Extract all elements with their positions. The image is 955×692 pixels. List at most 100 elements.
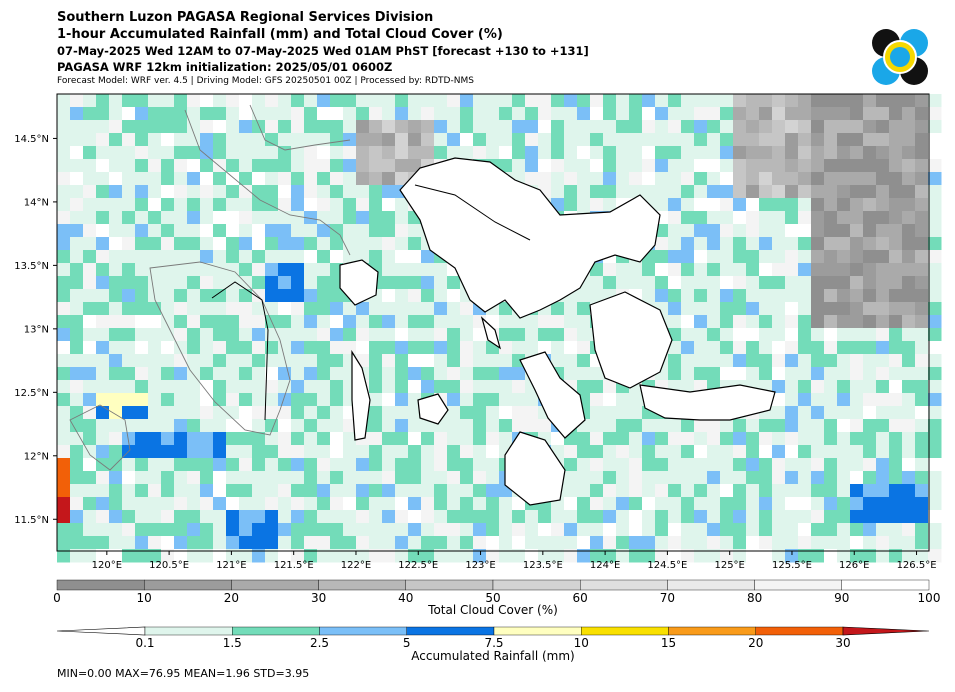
grid-cell xyxy=(759,536,773,550)
grid-cell xyxy=(109,289,123,303)
grid-cell xyxy=(395,458,409,472)
grid-cell xyxy=(551,302,565,316)
grid-cell xyxy=(837,354,851,368)
grid-cell xyxy=(330,484,344,498)
grid-cell xyxy=(772,406,786,420)
grid-cell xyxy=(863,406,877,420)
grid-cell xyxy=(83,523,97,537)
grid-cell xyxy=(447,341,461,355)
grid-cell xyxy=(252,458,266,472)
grid-cell xyxy=(460,432,474,446)
grid-cell xyxy=(577,185,591,199)
grid-cell xyxy=(226,328,240,342)
grid-cell xyxy=(317,510,331,524)
grid-cell xyxy=(96,328,110,342)
grid-cell xyxy=(174,133,188,147)
grid-cell xyxy=(226,354,240,368)
grid-cell xyxy=(577,133,591,147)
grid-cell xyxy=(447,276,461,290)
x-tick-label: 121°E xyxy=(216,560,246,571)
grid-cell xyxy=(876,198,890,212)
grid-cell xyxy=(603,445,617,459)
grid-cell xyxy=(109,120,123,134)
grid-cell xyxy=(304,94,318,108)
grid-cell xyxy=(57,237,71,251)
grid-cell xyxy=(681,94,695,108)
grid-cell xyxy=(642,549,656,563)
grid-cell xyxy=(57,458,71,472)
grid-cell xyxy=(187,172,201,186)
grid-cell xyxy=(551,549,565,563)
grid-cell xyxy=(850,341,864,355)
grid-cell xyxy=(746,302,760,316)
grid-cell xyxy=(330,302,344,316)
grid-cell xyxy=(356,484,370,498)
grid-cell xyxy=(720,367,734,381)
grid-cell xyxy=(70,172,84,186)
grid-cell xyxy=(148,185,162,199)
grid-cell xyxy=(850,198,864,212)
grid-cell xyxy=(564,341,578,355)
grid-cell xyxy=(811,224,825,238)
grid-cell xyxy=(837,315,851,329)
grid-cell xyxy=(421,328,435,342)
grid-cell xyxy=(772,263,786,277)
grid-cell xyxy=(83,549,97,563)
grid-cell xyxy=(850,549,864,563)
grid-cell xyxy=(200,419,214,433)
grid-cell xyxy=(720,211,734,225)
grid-cell xyxy=(135,458,149,472)
grid-cell xyxy=(460,393,474,407)
grid-cell xyxy=(668,367,682,381)
grid-cell xyxy=(577,432,591,446)
grid-cell xyxy=(174,198,188,212)
grid-cell xyxy=(603,549,617,563)
cloud-color-swatch xyxy=(56,579,145,591)
grid-cell xyxy=(356,315,370,329)
grid-cell xyxy=(148,497,162,511)
grid-cell xyxy=(460,354,474,368)
grid-cell xyxy=(707,458,721,472)
grid-cell xyxy=(317,198,331,212)
rain-color-swatch xyxy=(755,626,844,636)
grid-cell xyxy=(408,445,422,459)
grid-cell xyxy=(57,315,71,329)
grid-cell xyxy=(811,211,825,225)
grid-cell xyxy=(434,263,448,277)
grid-cell xyxy=(356,237,370,251)
grid-cell xyxy=(330,172,344,186)
grid-cell xyxy=(902,471,916,485)
grid-cell xyxy=(70,380,84,394)
grid-cell xyxy=(213,198,227,212)
grid-cell xyxy=(382,419,396,433)
grid-cell xyxy=(850,276,864,290)
grid-cell xyxy=(616,406,630,420)
grid-cell xyxy=(382,159,396,173)
grid-cell xyxy=(252,120,266,134)
grid-cell xyxy=(863,367,877,381)
grid-cell xyxy=(122,315,136,329)
grid-cell xyxy=(499,94,513,108)
grid-cell xyxy=(369,133,383,147)
grid-cell xyxy=(824,237,838,251)
grid-cell xyxy=(135,341,149,355)
grid-cell xyxy=(629,146,643,160)
grid-cell xyxy=(863,133,877,147)
grid-cell xyxy=(915,523,929,537)
grid-cell xyxy=(122,224,136,238)
grid-cell xyxy=(369,224,383,238)
rain-color-swatch xyxy=(144,626,233,636)
grid-cell xyxy=(473,536,487,550)
grid-cell xyxy=(317,497,331,511)
grid-cell xyxy=(668,237,682,251)
grid-cell xyxy=(512,133,526,147)
grid-cell xyxy=(798,380,812,394)
grid-cell xyxy=(213,458,227,472)
grid-cell xyxy=(850,406,864,420)
cloud-tick-label: 60 xyxy=(573,591,588,605)
grid-cell xyxy=(83,159,97,173)
grid-cell xyxy=(616,120,630,134)
grid-cell xyxy=(720,224,734,238)
cloud-tick-label: 100 xyxy=(918,591,941,605)
grid-cell xyxy=(759,354,773,368)
